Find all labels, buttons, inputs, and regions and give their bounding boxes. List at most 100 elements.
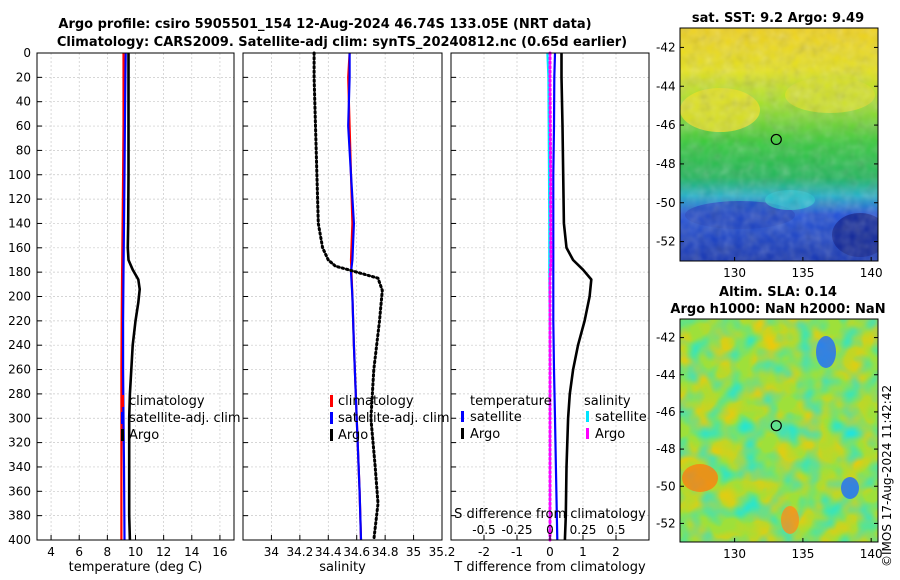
legend-label: Argo — [129, 428, 159, 443]
map-x-tick-label: 130 — [723, 266, 746, 280]
x-axis-label: T difference from climatology — [453, 560, 646, 575]
y-tick-label: 80 — [16, 143, 31, 157]
legend-temperature-header: temperature — [470, 394, 552, 409]
x-tick-label: -2 — [478, 545, 490, 559]
x-axis-label: temperature (deg C) — [69, 560, 203, 575]
legend-swatch — [121, 395, 124, 407]
map1-title: sat. SST: 9.2 Argo: 9.49 — [692, 11, 864, 26]
legend-label: satellite-adj. clim — [129, 411, 241, 426]
x-tick-label: -1 — [511, 545, 523, 559]
sla-argo-marker — [770, 420, 782, 432]
map-y-tick-label: -52 — [656, 235, 676, 249]
figure-title-line1: Argo profile: csiro 5905501_154 12-Aug-2… — [58, 17, 591, 32]
y-tick-label: 140 — [8, 216, 31, 230]
x-tick-label: 1 — [579, 545, 587, 559]
legend-label: satellite-adj. clim — [338, 411, 450, 426]
map-x-tick-label: 135 — [791, 266, 814, 280]
x-axis-label: salinity — [319, 560, 366, 575]
y-tick-label: 0 — [23, 46, 31, 60]
sst-texture — [680, 28, 878, 261]
map-y-tick-label: -48 — [656, 442, 676, 456]
y-tick-label: 280 — [8, 387, 31, 401]
map-y-tick-label: -50 — [656, 479, 676, 493]
y-tick-label: 260 — [8, 363, 31, 377]
map-y-tick-label: -48 — [656, 157, 676, 171]
series-line-t-satellite — [552, 52, 559, 541]
secondary-x-axis-label: S difference from climatology — [454, 507, 646, 522]
y-tick-label: 400 — [8, 533, 31, 547]
x-tick-label: 34.4 — [315, 545, 342, 559]
map-y-tick-label: -44 — [656, 368, 676, 382]
sst-map: 130 135 140 -42 -44 -46 -48 -50 -52 — [656, 27, 883, 280]
imos-timestamp: ©IMOS 17-Aug-2024 11:42:42 — [880, 385, 894, 567]
y-tick-label: 40 — [16, 95, 31, 109]
map-y-tick-label: -46 — [656, 118, 676, 132]
map2-title-line2: Argo h1000: NaN h2000: NaN — [670, 302, 885, 317]
legend-label: Argo — [338, 428, 368, 443]
legend-swatch — [330, 395, 333, 407]
map-y-tick-label: -42 — [656, 40, 676, 54]
series-line-t-argo — [560, 53, 593, 541]
legend-swatch — [586, 428, 589, 439]
secondary-x-tick-label: -0.25 — [501, 523, 532, 537]
series-line-s-argo — [548, 51, 553, 542]
y-tick-label: 20 — [16, 70, 31, 84]
x-tick-label: 6 — [75, 545, 83, 559]
series-line-argo — [126, 53, 141, 541]
series-line-satellite-adj-clim — [347, 53, 363, 541]
map2-title-line1: Altim. SLA: 0.14 — [719, 285, 837, 300]
y-tick-label: 240 — [8, 338, 31, 352]
legend-swatch — [121, 429, 124, 441]
secondary-x-tick-label: 0.25 — [570, 523, 597, 537]
y-tick-label: 100 — [8, 168, 31, 182]
temperature-panel: 4 6 8 10 12 14 16 temperature (deg C) 0 20 40 60 80 1… — [8, 46, 241, 575]
legend-salinity-header: salinity — [584, 394, 631, 409]
map-y-tick-label: -46 — [656, 405, 676, 419]
legend-label: climatology — [129, 394, 205, 409]
map-y-tick-label: -42 — [656, 331, 676, 345]
secondary-x-tick-label: -0.5 — [472, 523, 495, 537]
y-tick-label: 120 — [8, 192, 31, 206]
map-x-tick-label: 130 — [723, 547, 746, 561]
legend-swatch — [586, 411, 589, 422]
map-x-tick-label: 140 — [860, 547, 883, 561]
sla-map: 130 135 140 -42 -44 -46 -48 -50 -52 — [656, 318, 883, 561]
y-tick-label: 180 — [8, 265, 31, 279]
x-tick-label: 2 — [612, 545, 620, 559]
legend-swatch — [461, 411, 464, 422]
y-tick-label: 200 — [8, 290, 31, 304]
y-tick-label: 300 — [8, 411, 31, 425]
sla-eddy — [841, 477, 859, 499]
legend-swatch — [330, 429, 333, 441]
sla-eddy — [781, 506, 799, 534]
x-tick-label: 34.8 — [372, 545, 399, 559]
x-tick-label: 34 — [264, 545, 279, 559]
salinity-panel: 34 34.2 34.4 34.6 34.8 35 35.2 salinity climatol… — [242, 51, 455, 575]
x-tick-label: 4 — [47, 545, 55, 559]
x-tick-label: 0 — [546, 545, 554, 559]
x-tick-label: 35 — [406, 545, 421, 559]
map-x-tick-label: 135 — [791, 547, 814, 561]
y-tick-label: 380 — [8, 509, 31, 523]
sst-argo-marker — [770, 133, 782, 146]
sla-map-frame — [679, 318, 879, 543]
legend-label: climatology — [338, 394, 414, 409]
x-tick-label: 14 — [184, 545, 199, 559]
legend-label: satellite — [470, 410, 522, 425]
legend-label: Argo — [470, 427, 500, 442]
y-tick-label: 360 — [8, 484, 31, 498]
map-y-tick-label: -50 — [656, 196, 676, 210]
map-x-tick-label: 140 — [860, 266, 883, 280]
legend-swatch — [461, 428, 464, 439]
y-tick-label: 340 — [8, 460, 31, 474]
sla-eddy — [682, 464, 718, 492]
y-tick-label: 160 — [8, 241, 31, 255]
map-y-tick-label: -52 — [656, 516, 676, 530]
legend-swatch — [121, 412, 124, 424]
legend-label: Argo — [595, 427, 625, 442]
difference-panel: -2 -1 0 1 2T difference from climatology temp… — [450, 51, 650, 575]
sst-map-frame — [679, 27, 879, 262]
sla-eddy — [816, 336, 836, 368]
legend-swatch — [330, 412, 333, 424]
series-line-argo — [312, 51, 384, 542]
